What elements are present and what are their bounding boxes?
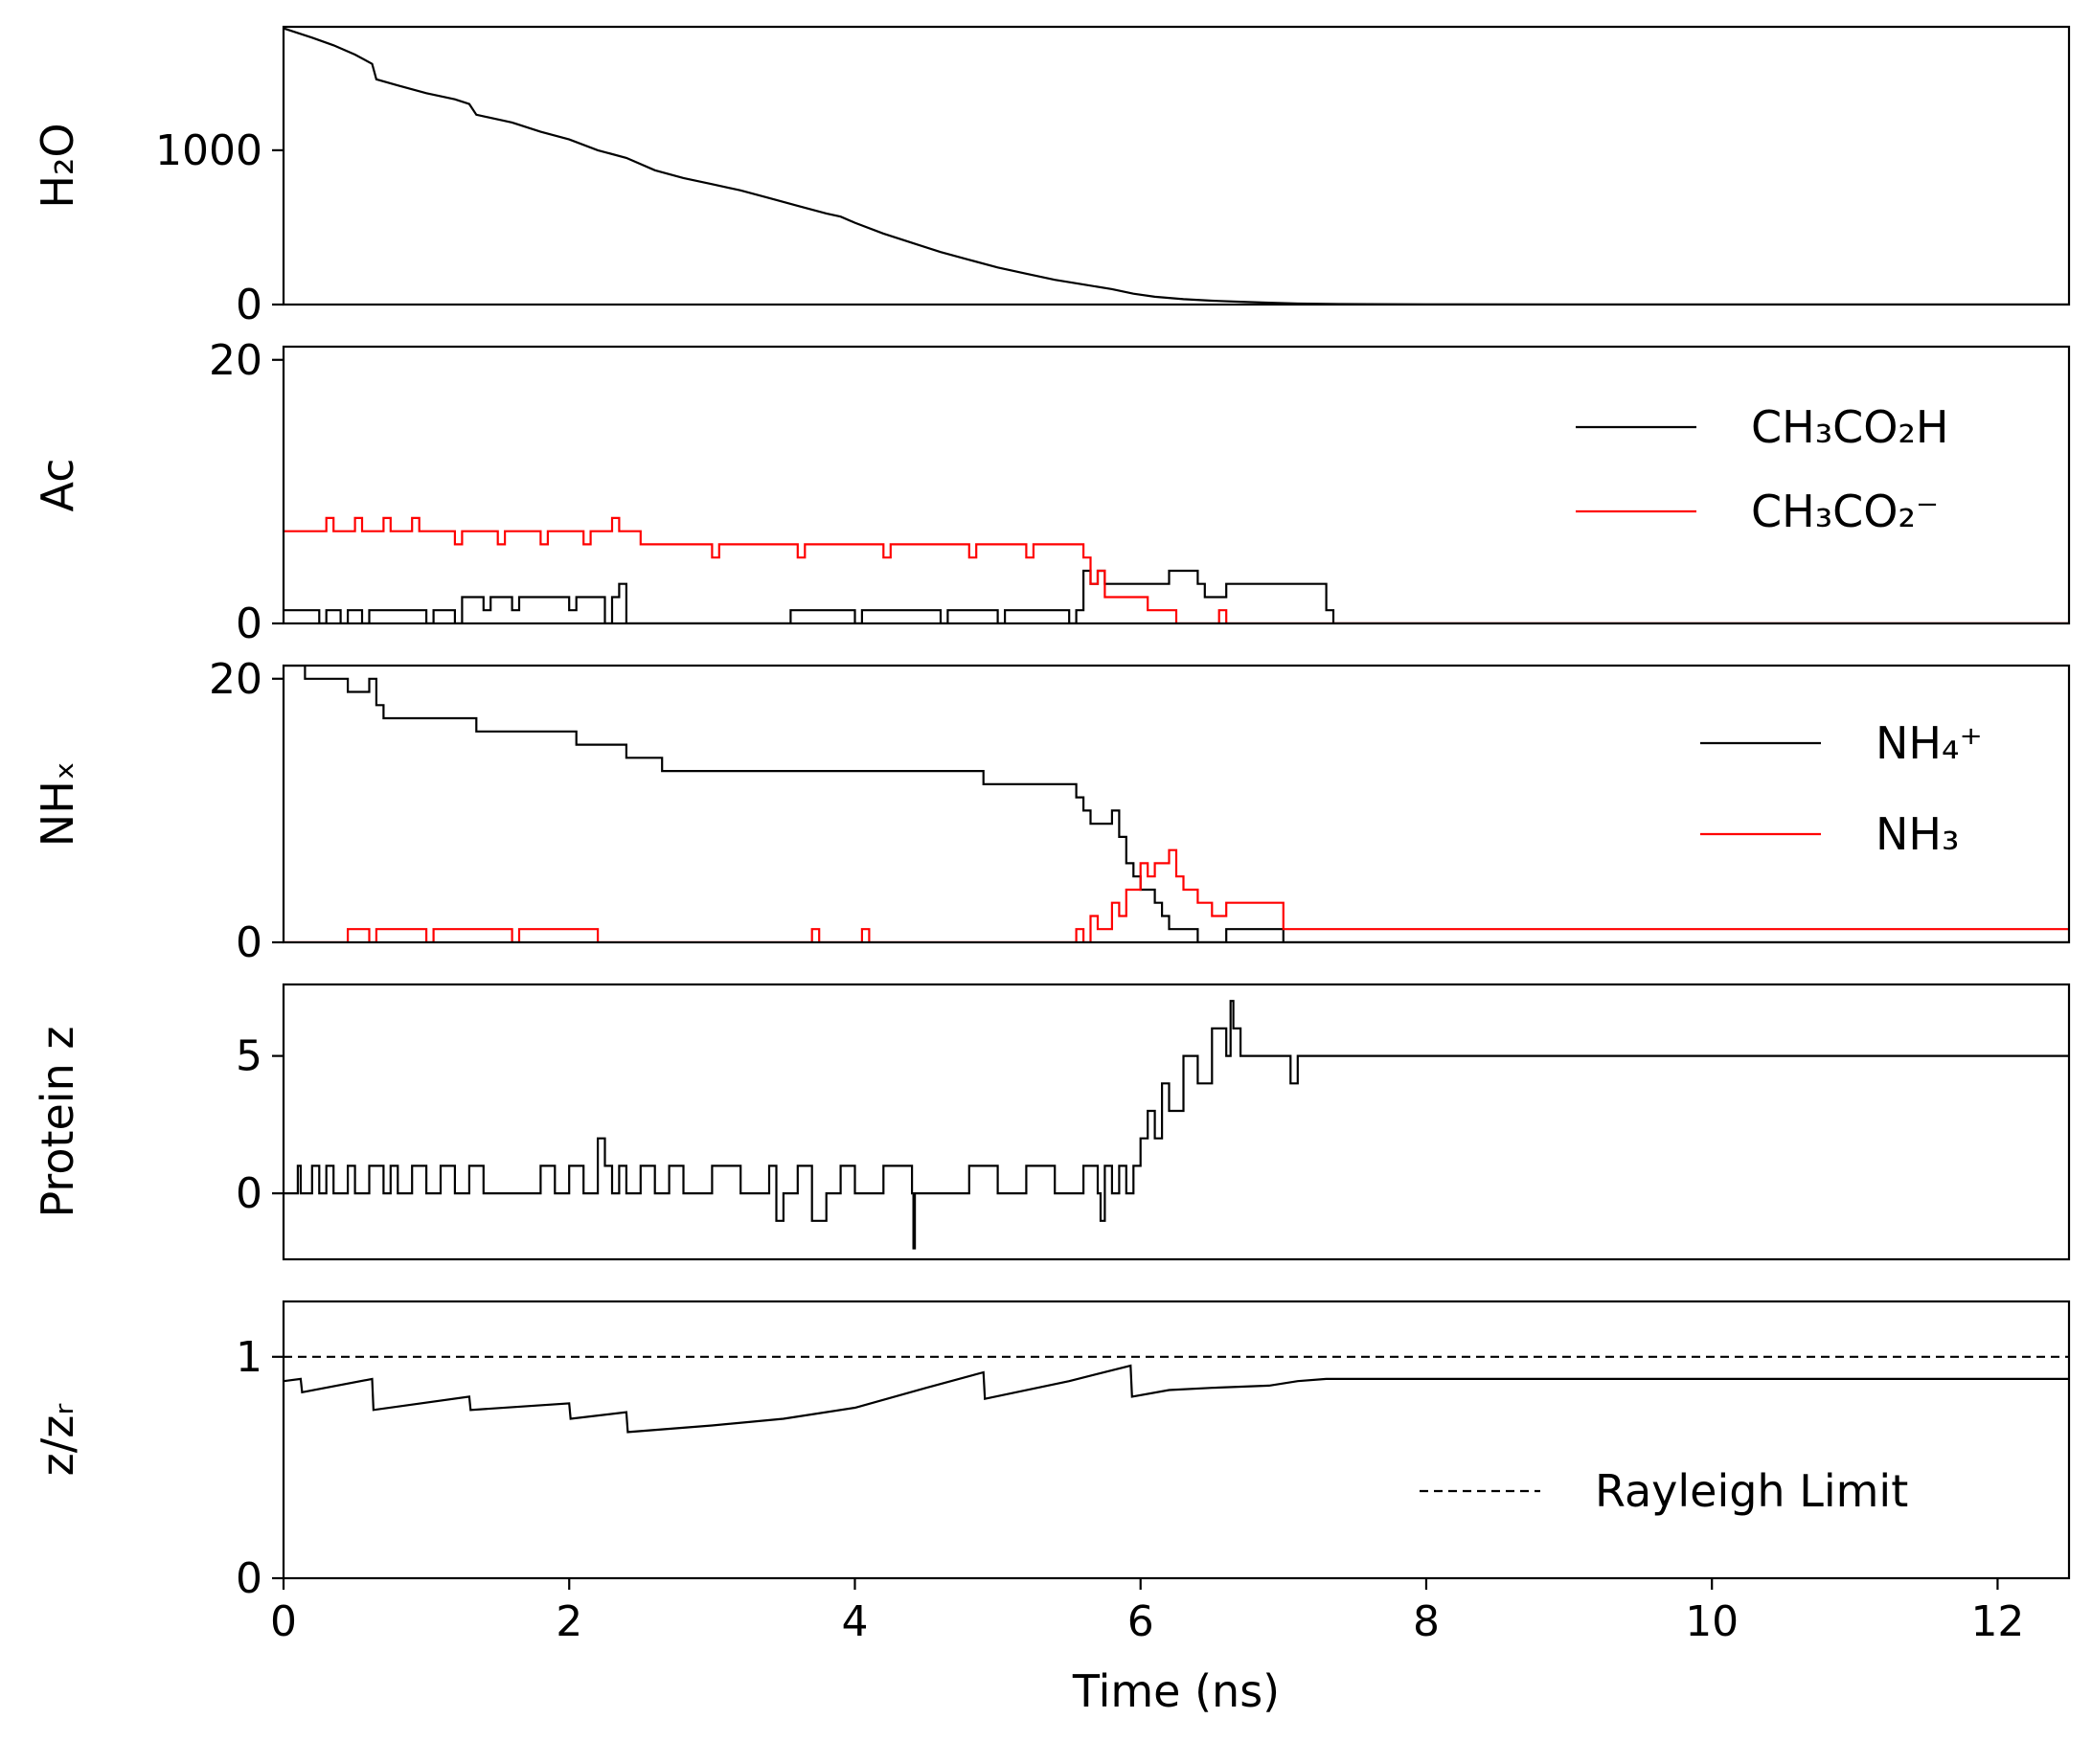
- axes-frame: [282, 664, 2071, 944]
- series-line-3-1: [284, 666, 2069, 942]
- x-tick-label: 4: [841, 1597, 868, 1646]
- x-tick-label: 6: [1127, 1597, 1154, 1646]
- y-tick-label: 0: [236, 281, 262, 329]
- legend-label: NH₄⁺: [1876, 717, 1983, 769]
- panel-1: 0 1000 H₂O: [32, 25, 2071, 329]
- y-tick-label: 5: [236, 1032, 262, 1081]
- y-tick-label: 0: [236, 1554, 262, 1603]
- y-tick-label: 0: [236, 918, 262, 967]
- legend: CH₃CO₂H CH₃CO₂⁻: [1576, 401, 1949, 537]
- legend-label: CH₃CO₂⁻: [1751, 486, 1939, 537]
- y-axis-label: NHₓ: [32, 761, 83, 847]
- series-line-3-2: [284, 848, 2069, 942]
- y-tick-label: 1000: [155, 126, 262, 175]
- y-axis-label: Ac: [32, 459, 83, 512]
- axes-frame: [282, 983, 2071, 1261]
- panel-5: 0 1 z/zᵣ Rayleigh Limit 0 2 4 6 8 10 12: [32, 1300, 2071, 1646]
- panel-3: 0 20 NHₓ NH₄⁺ NH₃: [32, 655, 2071, 967]
- axes-frame: [282, 1300, 2071, 1580]
- y-tick-label: 0: [236, 599, 262, 648]
- x-tick-label: 10: [1685, 1597, 1739, 1646]
- x-tick-label: 2: [556, 1597, 582, 1646]
- x-tick-label: 8: [1413, 1597, 1440, 1646]
- y-axis-label: H₂O: [32, 123, 83, 208]
- x-tick-label: 0: [270, 1597, 297, 1646]
- axes-frame: [282, 345, 2071, 625]
- y-tick-label: 20: [209, 655, 262, 704]
- axes-frame: [282, 25, 2071, 306]
- panel-2: 0 20 Ac CH₃CO₂H CH₃CO₂⁻: [32, 336, 2071, 648]
- y-tick-label: 0: [236, 1169, 262, 1218]
- legend: Rayleigh Limit: [1420, 1465, 1908, 1517]
- series-line-2-2: [284, 516, 2069, 623]
- legend-label: CH₃CO₂H: [1751, 401, 1949, 453]
- x-axis-label: Time (ns): [1072, 1665, 1280, 1717]
- y-axis-label: Protein z: [32, 1026, 83, 1217]
- series-line-4-1: [284, 1000, 2069, 1250]
- legend: NH₄⁺ NH₃: [1700, 717, 1983, 860]
- y-tick-label: 1: [236, 1333, 262, 1382]
- legend-label: NH₃: [1876, 808, 1959, 860]
- series-line-1-1: [284, 27, 2069, 305]
- y-tick-label: 20: [209, 336, 262, 385]
- legend-label: Rayleigh Limit: [1595, 1465, 1908, 1517]
- x-tick-label: 12: [1970, 1597, 2024, 1646]
- panel-4: 0 5 Protein z: [32, 983, 2071, 1261]
- y-axis-label: z/zᵣ: [32, 1404, 83, 1477]
- series-line-5-1: [284, 1364, 2069, 1434]
